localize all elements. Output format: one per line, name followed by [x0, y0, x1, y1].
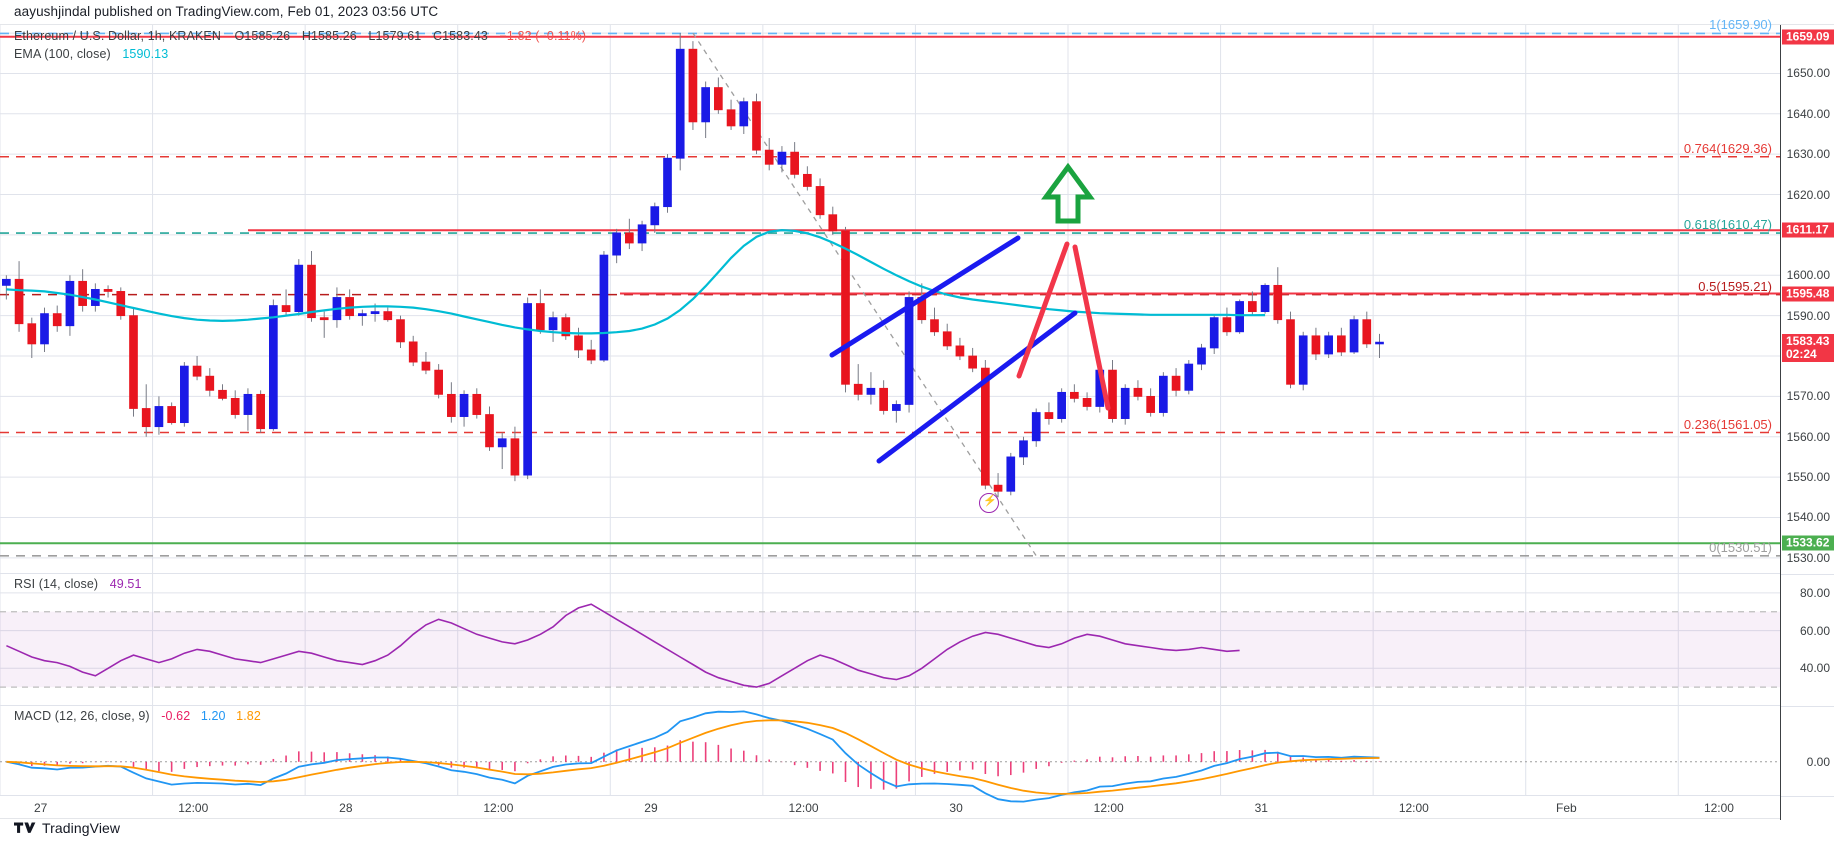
ohlc-high: H1585.26	[301, 29, 357, 43]
scale-separator	[1781, 706, 1834, 707]
time-tick-7: 12:00	[1093, 801, 1124, 815]
ohlc-change: −1.82 (−0.11%)	[499, 29, 587, 43]
time-tick-8: 31	[1254, 801, 1268, 815]
rsi-legend[interactable]: RSI (14, close) 49.51	[14, 577, 142, 591]
price-badge-3[interactable]: 1583.43 02:24	[1782, 334, 1834, 363]
price-tick-7: 1560.00	[1786, 429, 1830, 444]
tradingview-brand-label: TradingView	[42, 820, 121, 836]
rsi-tick-2: 40.00	[1799, 661, 1830, 676]
scale-separator	[1781, 574, 1834, 575]
publisher-line: aayushjindal published on TradingView.co…	[14, 4, 439, 19]
price-badge-4[interactable]: 1533.62	[1782, 535, 1834, 551]
macd-tick-0: 0.00	[1806, 754, 1830, 769]
fib-label-1: 0.764(1629.36)	[1683, 140, 1772, 156]
time-tick-4: 29	[644, 801, 658, 815]
ohlc-close: C1583.43	[432, 29, 488, 43]
price-badge-countdown-3: 02:24	[1786, 347, 1817, 362]
macd-signal-value: 1.20	[200, 709, 226, 723]
price-badge-2[interactable]: 1595.48	[1782, 286, 1834, 302]
price-badge-value-4: 1533.62	[1786, 535, 1830, 550]
fib-label-3: 0.5(1595.21)	[1698, 278, 1772, 294]
time-axis[interactable]: 27 12:00 28 12:00 29 12:00 30 12:00 31 12:00 Feb 12…	[0, 796, 1780, 820]
fib-label-4: 0.236(1561.05)	[1683, 416, 1772, 432]
price-plot-svg	[0, 25, 1780, 574]
macd-pane[interactable]: MACD (12, 26, close, 9) -0.62 1.20 1.82	[0, 706, 1780, 803]
macd-plot-svg	[0, 706, 1780, 803]
chart-frame: Ethereum / U.S. Dollar, 1h, KRAKEN O1585…	[0, 17, 1834, 820]
price-badge-0[interactable]: 1659.09	[1782, 29, 1834, 45]
price-pane[interactable]: Ethereum / U.S. Dollar, 1h, KRAKEN O1585…	[0, 17, 1780, 574]
ema-legend[interactable]: EMA (100, close) 1590.13	[14, 47, 168, 61]
price-scale[interactable]: USD1650.001640.001630.001620.001600.0015…	[1780, 25, 1834, 820]
price-tick-9: 1540.00	[1786, 510, 1830, 525]
time-tick-0: 27	[33, 801, 48, 815]
ohlc-low: L1579.61	[368, 29, 422, 43]
rsi-pane[interactable]: RSI (14, close) 49.51	[0, 574, 1780, 706]
tradingview-logo-icon	[14, 822, 36, 833]
price-tick-2: 1630.00	[1786, 147, 1830, 162]
time-tick-5: 12:00	[788, 801, 819, 815]
macd-value: -0.62	[161, 709, 191, 723]
price-tick-1: 1640.00	[1786, 106, 1830, 121]
fib-label-5: 0(1530.51)	[1709, 539, 1772, 555]
price-tick-4: 1600.00	[1786, 268, 1830, 283]
macd-legend[interactable]: MACD (12, 26, close, 9) -0.62 1.20 1.82	[14, 709, 261, 723]
price-tick-10: 1530.00	[1786, 550, 1830, 565]
macd-hist-value: 1.82	[236, 709, 261, 723]
time-tick-6: 30	[949, 801, 963, 815]
price-tick-8: 1550.00	[1786, 470, 1830, 485]
time-tick-9: 12:00	[1398, 801, 1429, 815]
rsi-tick-0: 80.00	[1799, 585, 1830, 600]
rsi-legend-name: RSI (14, close)	[14, 577, 99, 591]
price-badge-1[interactable]: 1611.17	[1782, 222, 1834, 238]
price-badge-value-3: 1583.43	[1786, 334, 1830, 349]
scale-separator	[1781, 796, 1834, 797]
ohlc-open: O1585.26	[234, 29, 291, 43]
time-tick-10: Feb	[1556, 801, 1577, 815]
fib-label-0: 1(1659.90)	[1709, 17, 1772, 33]
price-tick-3: 1620.00	[1786, 187, 1830, 202]
price-tick-5: 1590.00	[1786, 308, 1830, 323]
rsi-plot-svg	[0, 574, 1780, 706]
price-badge-value-2: 1595.48	[1786, 286, 1830, 301]
price-tick-0: 1650.00	[1786, 66, 1830, 81]
price-badge-value-0: 1659.09	[1786, 29, 1830, 44]
price-badge-value-1: 1611.17	[1786, 222, 1829, 237]
time-tick-1: 12:00	[178, 801, 209, 815]
rsi-tick-1: 60.00	[1799, 623, 1830, 638]
ema-legend-value: 1590.13	[122, 47, 169, 61]
price-tick-6: 1570.00	[1786, 389, 1830, 404]
macd-legend-name: MACD (12, 26, close, 9)	[14, 709, 150, 723]
time-tick-2: 28	[339, 801, 353, 815]
rsi-legend-value: 49.51	[109, 577, 142, 591]
symbol-title: Ethereum / U.S. Dollar, 1h, KRAKEN	[14, 29, 221, 43]
time-tick-11: 12:00	[1703, 801, 1734, 815]
symbol-legend[interactable]: Ethereum / U.S. Dollar, 1h, KRAKEN O1585…	[14, 29, 586, 43]
event-marker-icon[interactable]	[979, 493, 999, 513]
fib-label-2: 0.618(1610.47)	[1683, 217, 1772, 232]
time-tick-3: 12:00	[483, 801, 514, 815]
ema-legend-name: EMA (100, close)	[14, 47, 111, 61]
footer-brand: TradingView	[14, 820, 120, 836]
